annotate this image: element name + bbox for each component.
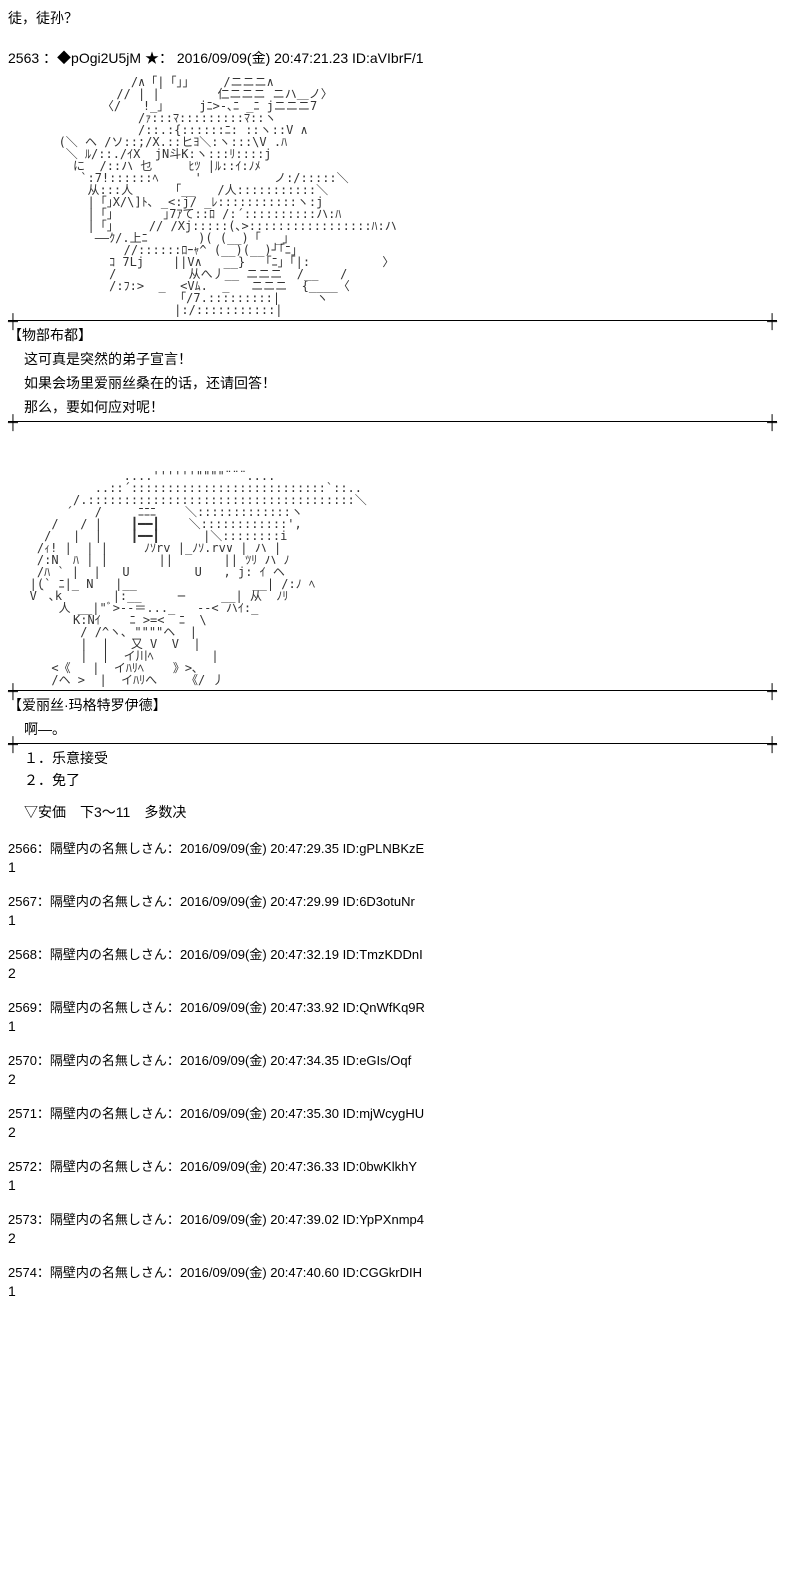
id-label: ID:: [343, 1106, 360, 1121]
id-label: ID:: [343, 1053, 360, 1068]
reply-post: 2572：隔壁内の名無しさん：2016/09/09(金) 20:47:36.33…: [8, 1156, 777, 1193]
reply-number: 2573: [8, 1212, 37, 1227]
reply-number: 2570: [8, 1053, 37, 1068]
reply-post: 2569：隔壁内の名無しさん：2016/09/09(金) 20:47:33.92…: [8, 997, 777, 1034]
reply-body: 2: [8, 1230, 777, 1246]
speaker-label-2: 【爱丽丝·玛格特罗伊德】: [8, 695, 777, 715]
id-label: ID:: [352, 50, 370, 66]
reply-name: ：隔壁内の名無しさん：: [37, 1106, 180, 1121]
reply-header: 2566：隔壁内の名無しさん：2016/09/09(金) 20:47:29.35…: [8, 838, 777, 857]
reply-post: 2568：隔壁内の名無しさん：2016/09/09(金) 20:47:32.19…: [8, 944, 777, 981]
id-label: ID:: [343, 1159, 360, 1174]
divider: [8, 421, 777, 422]
divider: [8, 743, 777, 744]
reply-id: TmzKDDnI: [359, 947, 423, 962]
speaker-label-1: 【物部布都】: [8, 325, 777, 345]
reply-date: 2016/09/09(金) 20:47:35.30: [180, 1106, 343, 1121]
reply-number: 2574: [8, 1265, 37, 1280]
reply-body: 1: [8, 1018, 777, 1034]
reply-id: CGGkrDIH: [359, 1265, 422, 1280]
reply-header: 2568：隔壁内の名無しさん：2016/09/09(金) 20:47:32.19…: [8, 944, 777, 963]
reply-id: 6D3otuNr: [359, 894, 415, 909]
choice-option: １．乐意接受: [8, 748, 777, 768]
reply-number: 2569: [8, 1000, 37, 1015]
post-name: ：◆pOgi2U5jM ★：: [43, 50, 173, 66]
post-id: aVIbrF/1: [370, 50, 424, 66]
reply-body: 2: [8, 965, 777, 981]
reply-number: 2571: [8, 1106, 37, 1121]
main-post-header: 2563 ：◆pOgi2U5jM ★： 2016/09/09(金) 20:47:…: [8, 48, 777, 68]
divider: [8, 690, 777, 691]
divider: [8, 320, 777, 321]
ascii-art-2: ....''''''""""¨¨¨.... ..::´:::::::::::::…: [8, 470, 777, 686]
reply-body: 1: [8, 1177, 777, 1193]
reply-id: gPLNBKzE: [359, 841, 424, 856]
reply-date: 2016/09/09(金) 20:47:34.35: [180, 1053, 343, 1068]
reply-post: 2574：隔壁内の名無しさん：2016/09/09(金) 20:47:40.60…: [8, 1262, 777, 1299]
reply-date: 2016/09/09(金) 20:47:33.92: [180, 1000, 343, 1015]
id-label: ID:: [343, 1212, 360, 1227]
reply-header: 2569：隔壁内の名無しさん：2016/09/09(金) 20:47:33.92…: [8, 997, 777, 1016]
reply-date: 2016/09/09(金) 20:47:40.60: [180, 1265, 343, 1280]
reply-header: 2571：隔壁内の名無しさん：2016/09/09(金) 20:47:35.30…: [8, 1103, 777, 1122]
id-label: ID:: [343, 1000, 360, 1015]
reply-body: 1: [8, 859, 777, 875]
reply-number: 2572: [8, 1159, 37, 1174]
reply-name: ：隔壁内の名無しさん：: [37, 1053, 180, 1068]
id-label: ID:: [343, 1265, 360, 1280]
reply-body: 2: [8, 1124, 777, 1140]
reply-id: YpPXnmp4: [359, 1212, 424, 1227]
reply-name: ：隔壁内の名無しさん：: [37, 1265, 180, 1280]
reply-number: 2566: [8, 841, 37, 856]
reply-name: ：隔壁内の名無しさん：: [37, 947, 180, 962]
reply-name: ：隔壁内の名無しさん：: [37, 1212, 180, 1227]
vote-instruction: ▽安価 下3～11 多数决: [8, 802, 777, 822]
reply-date: 2016/09/09(金) 20:47:36.33: [180, 1159, 343, 1174]
reply-date: 2016/09/09(金) 20:47:29.99: [180, 894, 343, 909]
reply-number: 2568: [8, 947, 37, 962]
reply-post: 2566：隔壁内の名無しさん：2016/09/09(金) 20:47:29.35…: [8, 838, 777, 875]
reply-header: 2572：隔壁内の名無しさん：2016/09/09(金) 20:47:36.33…: [8, 1156, 777, 1175]
id-label: ID:: [343, 841, 360, 856]
id-label: ID:: [343, 947, 360, 962]
reply-number: 2567: [8, 894, 37, 909]
post-date: 2016/09/09(金) 20:47:21.23: [177, 50, 348, 66]
reply-name: ：隔壁内の名無しさん：: [37, 894, 180, 909]
reply-name: ：隔壁内の名無しさん：: [37, 841, 180, 856]
reply-date: 2016/09/09(金) 20:47:32.19: [180, 947, 343, 962]
reply-id: QnWfKq9R: [359, 1000, 425, 1015]
reply-post: 2570：隔壁内の名無しさん：2016/09/09(金) 20:47:34.35…: [8, 1050, 777, 1087]
reply-header: 2574：隔壁内の名無しさん：2016/09/09(金) 20:47:40.60…: [8, 1262, 777, 1281]
reply-header: 2567：隔壁内の名無しさん：2016/09/09(金) 20:47:29.99…: [8, 891, 777, 910]
dialogue-line: 啊—。: [8, 719, 777, 739]
reply-header: 2570：隔壁内の名無しさん：2016/09/09(金) 20:47:34.35…: [8, 1050, 777, 1069]
dialogue-line: 那么，要如何应对呢！: [8, 397, 777, 417]
reply-name: ：隔壁内の名無しさん：: [37, 1159, 180, 1174]
reply-name: ：隔壁内の名無しさん：: [37, 1000, 180, 1015]
reply-id: eGIs/Oqf: [359, 1053, 411, 1068]
choice-option: ２．免了: [8, 770, 777, 790]
reply-post: 2567：隔壁内の名無しさん：2016/09/09(金) 20:47:29.99…: [8, 891, 777, 928]
post-number: 2563: [8, 50, 39, 66]
reply-body: 1: [8, 1283, 777, 1299]
top-text: 徒，徒孙？: [8, 8, 777, 28]
ascii-art-1: /∧「|「」」 /ニニニ∧ // | | 仁ニニニ ニハ＿ノ〉 〈/ !_｣ j…: [8, 76, 777, 316]
reply-id: 0bwKlkhY: [359, 1159, 417, 1174]
reply-header: 2573：隔壁内の名無しさん：2016/09/09(金) 20:47:39.02…: [8, 1209, 777, 1228]
reply-id: mjWcygHU: [359, 1106, 424, 1121]
reply-post: 2571：隔壁内の名無しさん：2016/09/09(金) 20:47:35.30…: [8, 1103, 777, 1140]
id-label: ID:: [343, 894, 360, 909]
dialogue-line: 如果会场里爱丽丝桑在的话，还请回答！: [8, 373, 777, 393]
reply-body: 1: [8, 912, 777, 928]
reply-post: 2573：隔壁内の名無しさん：2016/09/09(金) 20:47:39.02…: [8, 1209, 777, 1246]
reply-body: 2: [8, 1071, 777, 1087]
reply-date: 2016/09/09(金) 20:47:29.35: [180, 841, 343, 856]
reply-date: 2016/09/09(金) 20:47:39.02: [180, 1212, 343, 1227]
dialogue-line: 这可真是突然的弟子宣言！: [8, 349, 777, 369]
